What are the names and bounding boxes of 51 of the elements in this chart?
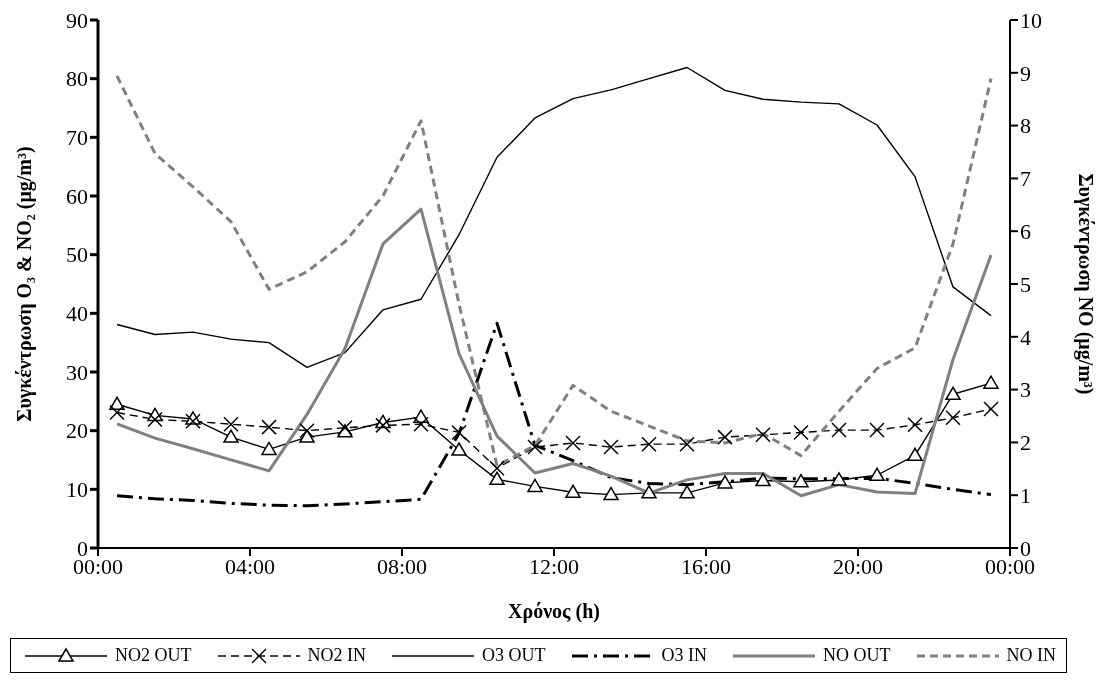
y-tick-label: 20 [66, 418, 88, 444]
y2-tick-label: 8 [1020, 113, 1031, 139]
y-tick-label: 40 [66, 301, 88, 327]
y-tick-label: 30 [66, 359, 88, 385]
x-tick-label: 04:00 [224, 553, 276, 579]
point [983, 375, 999, 389]
legend-label: NO2 OUT [115, 645, 192, 666]
y-tick-label: 50 [66, 242, 88, 268]
point [603, 486, 619, 501]
point [907, 447, 923, 462]
y-tick-label: 90 [66, 7, 88, 33]
point [641, 485, 657, 499]
y2-tick-label: 4 [1020, 324, 1031, 350]
point [679, 485, 695, 499]
y-tick-label: 60 [66, 183, 88, 209]
point [755, 472, 771, 487]
point [261, 441, 277, 456]
line-series [115, 321, 993, 508]
y2-tick-label: 1 [1020, 483, 1031, 509]
y-axis-title: Συγκέντρωση O₃ & NO₂ (μg/m³) [13, 146, 37, 422]
legend-label: O3 OUT [482, 645, 546, 666]
point [299, 429, 315, 443]
point [869, 467, 885, 481]
y2-tick-label: 2 [1020, 430, 1031, 456]
legend-label: NO2 IN [307, 645, 366, 666]
x-tick-label: 08:00 [376, 553, 428, 579]
y2-tick-label: 3 [1020, 377, 1031, 403]
y-tick-label: 10 [66, 477, 88, 503]
x-axis-title: Χρόνος (h) [508, 600, 600, 623]
y-tick-label: 70 [66, 125, 88, 151]
y2-tick-label: 10 [1020, 7, 1042, 33]
point [489, 471, 505, 486]
legend-label: O3 IN [661, 645, 707, 666]
y2-tick-label: 7 [1020, 166, 1031, 192]
line-series [116, 66, 992, 369]
y2-tick-label: 9 [1020, 60, 1031, 86]
point [945, 386, 961, 401]
legend-label: NO OUT [823, 645, 891, 666]
x-tick-label: 16:00 [680, 553, 732, 579]
point [527, 478, 543, 493]
point [793, 473, 809, 488]
x-tick-label: 12:00 [528, 553, 580, 579]
point [223, 429, 239, 443]
x-tick-label: 20:00 [832, 553, 884, 579]
point [565, 484, 581, 499]
y2-tick-label: 5 [1020, 271, 1031, 297]
y-tick-label: 80 [66, 66, 88, 92]
point [451, 442, 467, 456]
y2-axis-title: Συγκέντρωση NO (μg/m³) [1073, 173, 1097, 395]
legend-label: NO IN [1006, 645, 1056, 666]
y2-tick-label: 6 [1020, 219, 1031, 245]
